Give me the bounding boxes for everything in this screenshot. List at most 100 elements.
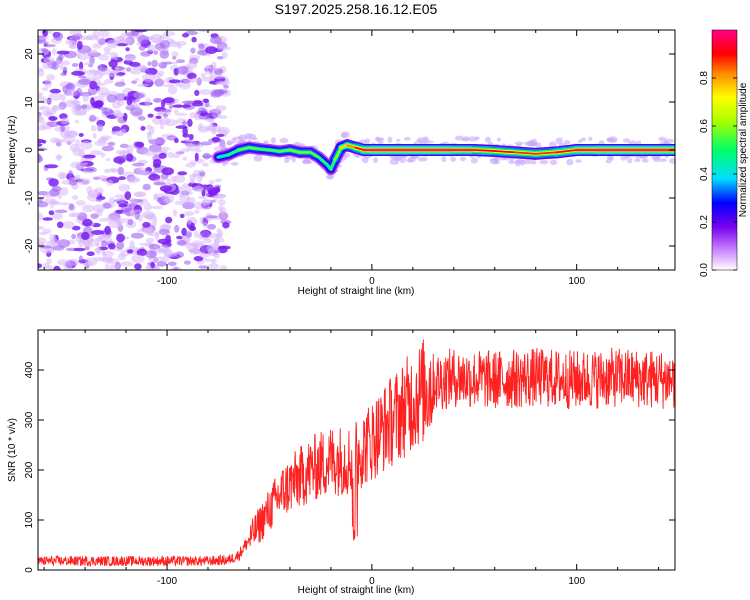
noise-blob <box>101 145 115 152</box>
noise-blob <box>126 98 133 106</box>
snr-ytick-label: 100 <box>24 511 35 528</box>
noise-blob <box>99 217 109 222</box>
noise-blob <box>76 40 83 50</box>
noise-blob <box>136 248 148 256</box>
noise-blob <box>174 224 180 233</box>
noise-blob <box>120 261 134 267</box>
noise-blob <box>78 61 84 70</box>
noise-blob <box>98 30 110 38</box>
spectrogram-heatmap <box>38 30 675 270</box>
snr-ytick-label: 400 <box>24 361 35 378</box>
track-halo-blob <box>251 137 258 141</box>
noise-blob <box>117 166 125 176</box>
track-halo-blob <box>609 155 614 161</box>
noise-blob <box>86 185 93 195</box>
noise-blob <box>125 218 129 221</box>
track-halo-blob <box>563 140 571 145</box>
noise-blob <box>213 68 223 76</box>
signal-track-segment <box>317 156 328 166</box>
noise-blob <box>68 179 78 186</box>
noise-blob <box>153 50 158 55</box>
noise-blob <box>205 65 213 69</box>
noise-blob <box>104 263 110 270</box>
noise-blob <box>56 221 64 229</box>
track-halo-blob <box>389 158 399 165</box>
noise-blob <box>202 98 209 104</box>
noise-blob <box>68 203 75 211</box>
noise-blob <box>52 48 57 55</box>
noise-blob <box>76 88 83 97</box>
noise-blob <box>60 125 65 133</box>
noise-blob <box>159 185 173 192</box>
noise-blob <box>97 65 106 70</box>
noise-blob <box>201 76 213 82</box>
noise-blob <box>131 80 138 85</box>
colorbar-frame <box>711 29 738 271</box>
track-halo-blob <box>490 158 500 162</box>
colorbar-tick-label: 0.8 <box>699 71 710 85</box>
noise-blob <box>74 120 80 124</box>
track-halo-blob <box>270 137 276 144</box>
track-halo-blob <box>462 136 470 141</box>
noise-blob <box>106 94 118 103</box>
noise-blob <box>155 115 162 120</box>
noise-blob <box>173 109 179 114</box>
noise-blob <box>151 40 164 44</box>
track-halo-blob <box>627 157 633 164</box>
noise-blob <box>118 183 131 192</box>
noise-blob <box>41 98 53 104</box>
noise-blob <box>134 93 145 99</box>
noise-blob <box>38 191 50 196</box>
spectrogram-frame <box>37 29 676 271</box>
noise-blob <box>133 30 148 33</box>
noise-blob <box>198 252 210 258</box>
noise-blob <box>110 168 118 173</box>
noise-blob <box>178 186 193 194</box>
noise-blob <box>57 239 71 248</box>
noise-blob <box>41 87 49 91</box>
track-halo-blob <box>441 156 447 163</box>
noise-blob <box>60 65 69 72</box>
noise-blob <box>38 231 48 236</box>
noise-blob <box>176 235 183 240</box>
spectrogram-ytick-label: 10 <box>24 96 35 108</box>
noise-blob <box>182 33 189 38</box>
track-halo-blob <box>218 143 226 148</box>
noise-blob <box>123 96 130 101</box>
snr-xtick-label: -100 <box>157 576 177 587</box>
noise-blob <box>152 98 163 103</box>
noise-blob <box>66 89 79 97</box>
noise-blob <box>198 123 203 131</box>
track-halo-blob <box>454 135 464 141</box>
noise-blob <box>128 61 141 67</box>
noise-blob <box>194 152 199 162</box>
noise-blob <box>81 104 88 110</box>
track-halo-blob <box>523 159 533 165</box>
noise-blob <box>82 94 89 103</box>
track-halo-blob <box>535 142 542 150</box>
track-halo-blob <box>226 141 234 146</box>
snr-ylabel: SNR (10 * v/v) <box>7 418 18 482</box>
track-halo-blob <box>507 160 516 164</box>
noise-blob <box>207 188 218 196</box>
noise-blob <box>148 243 161 250</box>
noise-blob <box>177 43 182 50</box>
track-halo-blob <box>549 159 558 166</box>
noise-blob <box>110 51 116 60</box>
noise-blob <box>148 126 155 135</box>
noise-blob <box>186 72 197 80</box>
noise-blob <box>217 46 232 51</box>
colorbar-tick-label: 0.0 <box>699 263 710 277</box>
noise-blob <box>145 237 155 243</box>
noise-blob <box>186 143 200 152</box>
noise-blob <box>91 43 103 49</box>
noise-blob <box>112 130 124 136</box>
noise-blob <box>125 47 130 52</box>
noise-blob <box>189 112 196 119</box>
noise-blob <box>71 63 79 67</box>
noise-blob <box>145 213 155 220</box>
noise-blob <box>90 230 105 235</box>
noise-blob <box>142 183 151 191</box>
noise-blob <box>84 242 94 248</box>
noise-blob <box>94 187 104 195</box>
